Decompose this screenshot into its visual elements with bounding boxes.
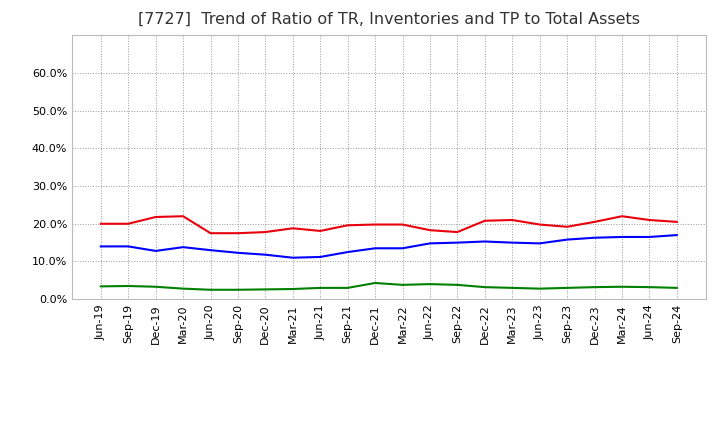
Trade Payables [289, 286, 297, 292]
Trade Payables [645, 285, 654, 290]
Line: Trade Receivables: Trade Receivables [101, 216, 677, 233]
Inventories [343, 249, 352, 255]
Inventories [480, 239, 489, 244]
Trade Receivables [453, 229, 462, 235]
Trade Receivables [672, 219, 681, 224]
Trade Payables [536, 286, 544, 291]
Inventories [563, 237, 572, 242]
Trade Payables [618, 284, 626, 290]
Trade Receivables [536, 222, 544, 227]
Trade Payables [563, 285, 572, 290]
Trade Payables [261, 287, 270, 292]
Trade Receivables [206, 231, 215, 236]
Inventories [590, 235, 599, 240]
Trade Receivables [343, 223, 352, 228]
Trade Receivables [426, 227, 434, 233]
Trade Receivables [590, 219, 599, 224]
Trade Payables [480, 285, 489, 290]
Inventories [261, 252, 270, 257]
Trade Receivables [316, 228, 325, 234]
Trade Payables [179, 286, 187, 291]
Trade Payables [672, 285, 681, 290]
Trade Receivables [179, 213, 187, 219]
Inventories [289, 255, 297, 260]
Trade Receivables [398, 222, 407, 227]
Inventories [151, 248, 160, 253]
Trade Payables [96, 284, 105, 289]
Trade Payables [206, 287, 215, 293]
Trade Payables [398, 282, 407, 287]
Trade Payables [233, 287, 242, 293]
Trade Payables [590, 285, 599, 290]
Inventories [645, 235, 654, 240]
Trade Payables [508, 285, 516, 290]
Inventories [618, 235, 626, 240]
Trade Receivables [480, 218, 489, 224]
Trade Payables [343, 285, 352, 290]
Inventories [233, 250, 242, 256]
Inventories [672, 232, 681, 238]
Trade Payables [151, 284, 160, 290]
Trade Receivables [151, 214, 160, 220]
Trade Receivables [261, 229, 270, 235]
Trade Payables [371, 280, 379, 286]
Trade Payables [124, 283, 132, 289]
Title: [7727]  Trend of Ratio of TR, Inventories and TP to Total Assets: [7727] Trend of Ratio of TR, Inventories… [138, 12, 640, 27]
Inventories [179, 245, 187, 250]
Inventories [96, 244, 105, 249]
Inventories [316, 254, 325, 260]
Inventories [536, 241, 544, 246]
Trade Receivables [563, 224, 572, 229]
Trade Receivables [508, 217, 516, 223]
Inventories [371, 246, 379, 251]
Trade Payables [316, 285, 325, 290]
Inventories [206, 248, 215, 253]
Inventories [508, 240, 516, 245]
Trade Receivables [233, 231, 242, 236]
Trade Receivables [289, 226, 297, 231]
Inventories [398, 246, 407, 251]
Inventories [426, 241, 434, 246]
Trade Receivables [96, 221, 105, 227]
Trade Receivables [618, 213, 626, 219]
Inventories [453, 240, 462, 245]
Trade Receivables [124, 221, 132, 227]
Trade Payables [453, 282, 462, 287]
Trade Receivables [371, 222, 379, 227]
Inventories [124, 244, 132, 249]
Line: Trade Payables: Trade Payables [101, 283, 677, 290]
Trade Payables [426, 282, 434, 287]
Line: Inventories: Inventories [101, 235, 677, 258]
Trade Receivables [645, 217, 654, 223]
